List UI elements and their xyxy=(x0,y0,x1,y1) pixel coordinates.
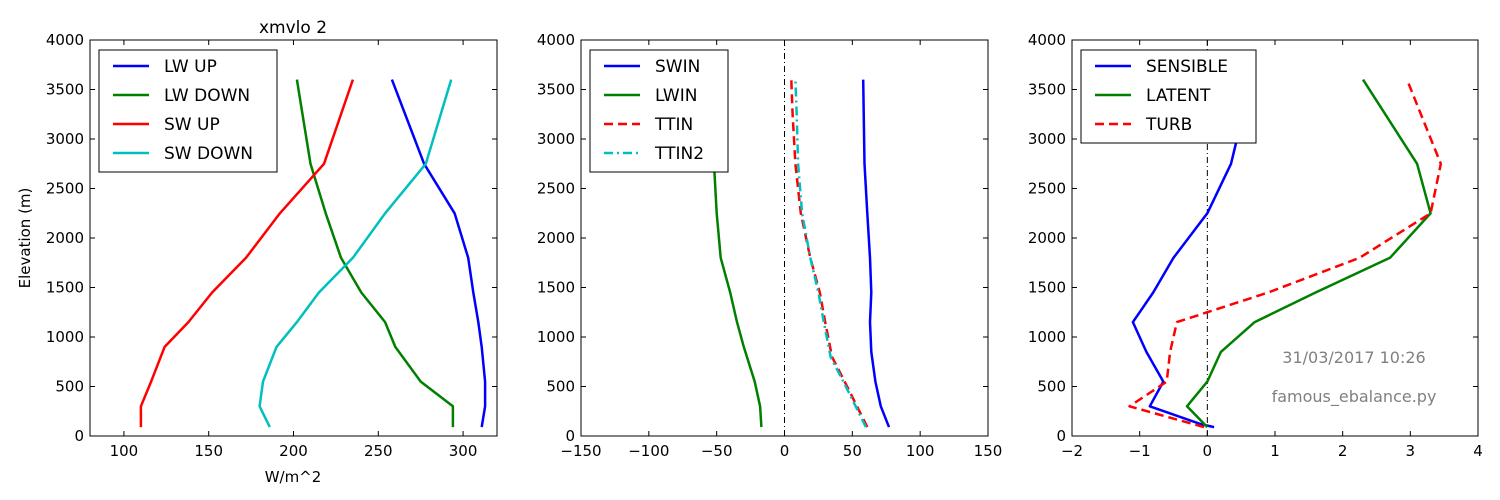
plot-panel-radiation: xmvlo 2 W/m^2 Elevation (m) 100 150 200 250… xyxy=(16,18,498,486)
x-tick-label: −100 xyxy=(628,442,669,460)
legend-label: TTIN xyxy=(654,115,693,135)
x-tick-label: 150 xyxy=(194,442,223,460)
legend-box xyxy=(98,49,278,173)
series-line-sensible xyxy=(1131,79,1253,429)
legend-label: SW UP xyxy=(164,115,220,135)
series-line-lw-up xyxy=(390,79,487,428)
series-line-lw-down xyxy=(295,79,455,428)
y-tick-label: 3500 xyxy=(1028,81,1066,99)
legend-label: LATENT xyxy=(1146,86,1211,106)
legend-box xyxy=(589,49,729,173)
y-tick-label: 2000 xyxy=(537,229,575,247)
x-tick-label: −1 xyxy=(1129,442,1151,460)
y-tick-label: 2000 xyxy=(46,229,84,247)
plot-area: 100 150 200 250 3000500100015002000250030003… xyxy=(46,31,498,460)
y-tick-label: 2500 xyxy=(46,180,84,198)
y-tick-label: 3000 xyxy=(46,130,84,148)
y-tick-label: 1000 xyxy=(537,328,575,346)
x-tick-label: 200 xyxy=(279,442,308,460)
x-tick-label: −2 xyxy=(1061,442,1083,460)
series-line-ttin2 xyxy=(794,79,868,428)
series-line-lwin xyxy=(709,79,763,428)
y-tick-label: 3000 xyxy=(537,130,575,148)
x-tick-label: −50 xyxy=(701,442,733,460)
y-tick-label: 500 xyxy=(55,378,84,396)
x-tick-label: 300 xyxy=(449,442,478,460)
y-tick-label: 500 xyxy=(1037,378,1066,396)
x-tick-label: 4 xyxy=(1473,442,1483,460)
series-line-turb xyxy=(1128,79,1443,429)
y-tick-label: 0 xyxy=(74,427,84,445)
y-tick-label: 1500 xyxy=(46,279,84,297)
y-tick-label: 3500 xyxy=(537,81,575,99)
series-line-swin xyxy=(861,79,891,428)
y-tick-label: 2000 xyxy=(1028,229,1066,247)
plot-area: −150 −100 −50 0 50 100 15005001000150020002500… xyxy=(537,31,1003,460)
y-tick-label: 1500 xyxy=(537,279,575,297)
series-line-latent xyxy=(1185,78,1432,428)
legend-label: SWIN xyxy=(655,57,700,77)
plot-panel-fluxes-in: −150 −100 −50 0 50 100 15005001000150020002500… xyxy=(537,31,1003,460)
y-tick-label: 2500 xyxy=(537,180,575,198)
x-tick-label: 3 xyxy=(1406,442,1416,460)
y-tick-label: 3500 xyxy=(46,81,84,99)
x-tick-label: −150 xyxy=(560,442,601,460)
legend-label: SENSIBLE xyxy=(1146,57,1228,77)
x-tick-label: 250 xyxy=(364,442,393,460)
y-axis-label: Elevation (m) xyxy=(16,188,34,289)
x-tick-label: 2 xyxy=(1338,442,1348,460)
x-tick-label: 0 xyxy=(780,442,790,460)
series-line-sw-up xyxy=(139,79,355,428)
x-tick-label: 100 xyxy=(110,442,139,460)
x-tick-label: 50 xyxy=(843,442,862,460)
legend: SWIN LWIN TTIN TTIN2 xyxy=(589,49,729,173)
y-tick-label: 1500 xyxy=(1028,279,1066,297)
y-tick-label: 0 xyxy=(565,427,575,445)
legend-label: LW UP xyxy=(164,57,217,77)
plot-panel-turbulent: −2 −1 0 1 2 3 4 0 500 1000 1500 2000 2500 3000 3500 400… xyxy=(1028,31,1483,460)
y-tick-label: 500 xyxy=(546,378,575,396)
y-tick-label: 4000 xyxy=(46,31,84,49)
legend-label: SW DOWN xyxy=(164,144,253,164)
legend: LW UP LW DOWN SW UP SW DOWN xyxy=(98,49,278,173)
y-tick-label: 2500 xyxy=(1028,180,1066,198)
x-tick-label: 1 xyxy=(1270,442,1280,460)
legend: SENSIBLE LATENT TURB xyxy=(1080,49,1257,144)
x-tick-label: 0 xyxy=(1203,442,1213,460)
y-tick-label: 4000 xyxy=(1028,31,1066,49)
legend-label: LWIN xyxy=(655,86,697,106)
timestamp-annotation: 31/03/2017 10:26 xyxy=(1282,348,1425,367)
chart-title: xmvlo 2 xyxy=(259,18,327,38)
legend-label: TTIN2 xyxy=(654,144,704,164)
series-line-sw-down xyxy=(258,79,453,428)
y-tick-label: 3000 xyxy=(1028,130,1066,148)
x-tick-label: 100 xyxy=(906,442,935,460)
y-tick-label: 1000 xyxy=(1028,328,1066,346)
y-tick-label: 1000 xyxy=(46,328,84,346)
plot-area: −2 −1 0 1 2 3 4 0 500 1000 1500 2000 2500 3000 3500 400… xyxy=(1028,31,1483,460)
y-tick-label: 0 xyxy=(1056,427,1066,445)
x-axis-label: W/m^2 xyxy=(265,468,322,486)
legend-label: TURB xyxy=(1145,115,1192,135)
script-name-annotation: famous_ebalance.py xyxy=(1272,387,1437,407)
legend-label: LW DOWN xyxy=(164,86,250,106)
x-tick-label: 150 xyxy=(974,442,1003,460)
y-tick-label: 4000 xyxy=(537,31,575,49)
